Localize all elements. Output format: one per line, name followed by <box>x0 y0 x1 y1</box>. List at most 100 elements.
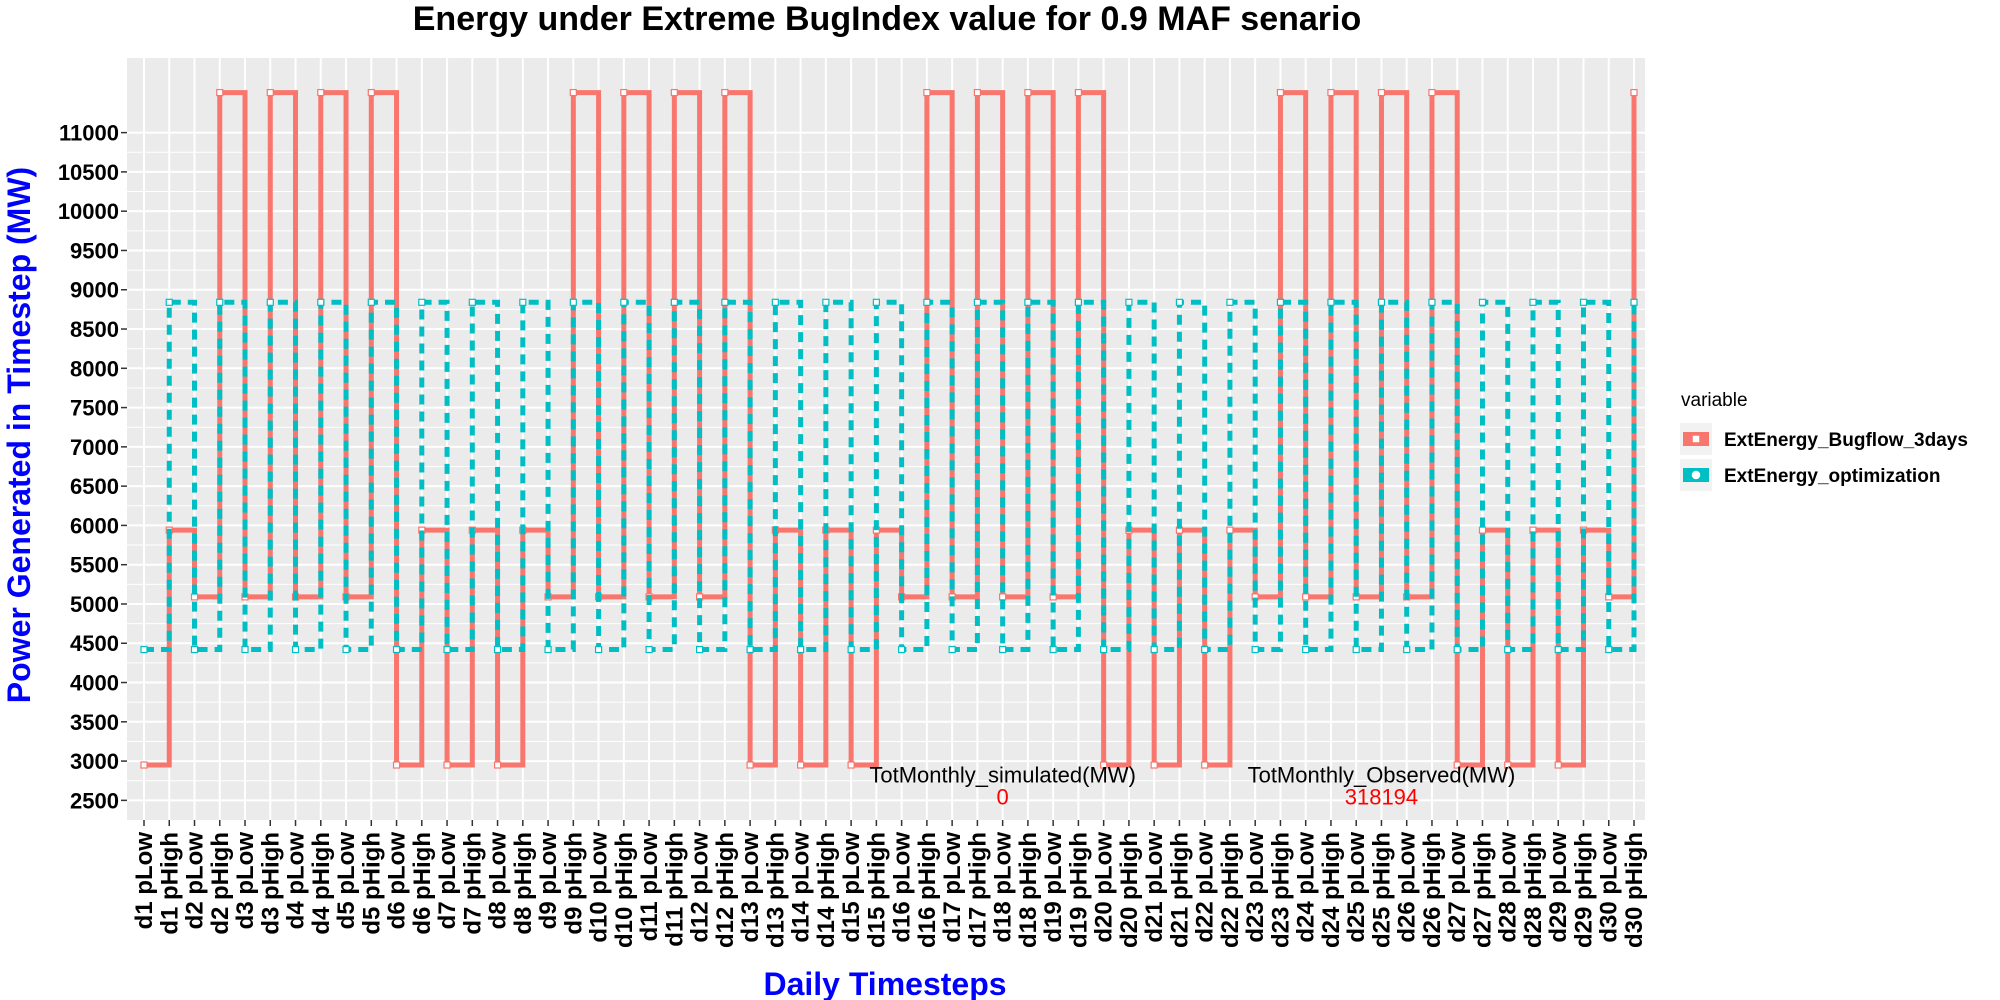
data-point-extenergy-optimization <box>847 645 855 654</box>
x-tick-label: d18 pHigh <box>1015 832 1042 948</box>
x-tick-label: d28 pLow <box>1495 832 1522 943</box>
data-point-extenergy-optimization <box>266 298 274 306</box>
data-point-extenergy-optimization <box>1630 298 1638 306</box>
x-tick-label: d9 pLow <box>535 832 562 930</box>
x-tick-label: d24 pHigh <box>1318 832 1345 948</box>
x-tick-label: d8 pLow <box>485 832 512 930</box>
y-tick-label: 4500 <box>70 631 119 656</box>
data-point-extenergy-bugflow-3days <box>973 88 981 97</box>
data-point-extenergy-bugflow-3days <box>746 761 754 769</box>
x-tick-label: d22 pHigh <box>1217 832 1244 948</box>
y-tick-label: 11000 <box>59 121 119 146</box>
y-tick-label: 7500 <box>70 396 119 421</box>
data-point-extenergy-optimization <box>670 298 678 306</box>
data-point-extenergy-optimization <box>569 298 577 306</box>
data-point-extenergy-bugflow-3days <box>367 88 375 97</box>
x-tick-label: d28 pHigh <box>1520 832 1547 948</box>
data-point-extenergy-bugflow-3days <box>1504 761 1512 769</box>
x-tick-label: d3 pLow <box>232 832 259 930</box>
x-tick-label: d7 pHigh <box>459 832 486 935</box>
data-point-extenergy-bugflow-3days <box>1554 761 1562 769</box>
x-tick-label: d20 pHigh <box>1116 832 1143 948</box>
x-tick-label: d10 pHigh <box>611 832 638 948</box>
data-point-extenergy-bugflow-3days <box>140 761 148 769</box>
x-tick-label: d11 pLow <box>636 832 663 942</box>
x-tick-label: d4 pHigh <box>308 832 335 935</box>
data-point-extenergy-bugflow-3days <box>317 88 325 97</box>
data-point-extenergy-bugflow-3days <box>1024 88 1032 97</box>
legend-label-extenergy-optimization: ExtEnergy_optimization <box>1724 466 1940 487</box>
x-tick-label: d25 pHigh <box>1368 832 1395 948</box>
data-point-extenergy-optimization <box>392 645 401 654</box>
data-point-extenergy-bugflow-3days <box>1226 526 1234 534</box>
data-point-extenergy-bugflow-3days <box>1150 761 1158 769</box>
x-tick-label: d21 pHigh <box>1166 832 1193 948</box>
data-point-extenergy-bugflow-3days <box>1201 761 1209 769</box>
data-point-extenergy-optimization <box>721 298 729 306</box>
x-tick-label: d16 pHigh <box>914 832 941 948</box>
x-tick-label: d30 pLow <box>1596 832 1623 943</box>
x-tick-label: d8 pHigh <box>510 832 537 935</box>
data-point-extenergy-optimization <box>1327 298 1335 306</box>
x-tick-label: d20 pLow <box>1091 832 1118 943</box>
x-tick-label: d12 pHigh <box>712 832 739 948</box>
data-point-extenergy-optimization <box>342 645 350 654</box>
data-point-extenergy-optimization <box>620 298 628 306</box>
data-point-extenergy-optimization <box>898 645 906 654</box>
x-tick-label: d15 pHigh <box>863 832 890 948</box>
data-point-extenergy-bugflow-3days <box>392 761 401 769</box>
y-tick-label: 7000 <box>70 435 119 460</box>
x-tick-label: d18 pLow <box>990 832 1017 943</box>
data-point-extenergy-bugflow-3days <box>923 88 931 97</box>
data-point-extenergy-optimization <box>1403 645 1411 654</box>
data-point-extenergy-optimization <box>317 298 325 306</box>
data-point-extenergy-bugflow-3days <box>1100 761 1108 769</box>
data-point-extenergy-optimization <box>746 645 754 654</box>
data-point-extenergy-optimization <box>241 645 249 654</box>
data-point-extenergy-bugflow-3days <box>493 761 502 769</box>
data-point-extenergy-optimization <box>1377 298 1386 306</box>
x-tick-label: d9 pHigh <box>560 832 587 935</box>
x-tick-label: d10 pLow <box>586 832 613 943</box>
data-point-extenergy-bugflow-3days <box>1302 593 1310 601</box>
data-point-extenergy-optimization <box>1605 645 1613 654</box>
legend-key-point <box>1690 469 1702 481</box>
x-tick-label: d19 pHigh <box>1065 832 1092 948</box>
x-tick-label: d14 pLow <box>788 832 815 943</box>
series-line-extenergy-optimization <box>144 299 1637 653</box>
y-tick-label: 10500 <box>58 160 119 185</box>
data-point-extenergy-optimization <box>797 645 805 654</box>
data-point-extenergy-optimization <box>367 298 375 306</box>
data-point-extenergy-optimization <box>1150 645 1158 654</box>
data-point-extenergy-optimization <box>1251 645 1259 654</box>
data-point-extenergy-bugflow-3days <box>847 761 855 769</box>
x-tick-label: d2 pLow <box>182 832 209 930</box>
data-point-extenergy-optimization <box>443 645 451 654</box>
y-tick-label: 2500 <box>70 788 119 813</box>
y-tick-label: 5500 <box>70 553 119 578</box>
data-point-extenergy-optimization <box>1226 298 1234 306</box>
x-tick-label: d17 pHigh <box>964 832 991 948</box>
x-tick-label: d5 pLow <box>333 832 360 930</box>
x-tick-label: d21 pLow <box>1141 832 1168 943</box>
x-tick-label: d5 pHigh <box>358 832 385 935</box>
x-tick-label: d30 pHigh <box>1621 832 1648 948</box>
data-point-extenergy-optimization <box>822 298 830 306</box>
data-point-extenergy-bugflow-3days <box>670 88 678 97</box>
data-point-extenergy-optimization <box>1074 298 1083 306</box>
data-point-extenergy-optimization <box>1579 298 1588 306</box>
data-point-extenergy-bugflow-3days <box>1276 88 1285 97</box>
x-tick-label: d22 pLow <box>1192 832 1219 943</box>
x-tick-label: d4 pLow <box>283 832 310 930</box>
chart-title: Energy under Extreme BugIndex value for … <box>413 0 1361 38</box>
data-point-extenergy-optimization <box>948 645 956 654</box>
x-tick-label: d26 pHigh <box>1419 832 1446 948</box>
data-point-extenergy-bugflow-3days <box>1074 88 1083 97</box>
x-tick-label: d13 pLow <box>737 832 764 943</box>
x-tick-label: d14 pHigh <box>813 832 840 948</box>
x-tick-label: d6 pLow <box>384 832 411 930</box>
x-tick-label: d12 pLow <box>687 832 714 943</box>
data-point-extenergy-bugflow-3days <box>1428 88 1436 97</box>
